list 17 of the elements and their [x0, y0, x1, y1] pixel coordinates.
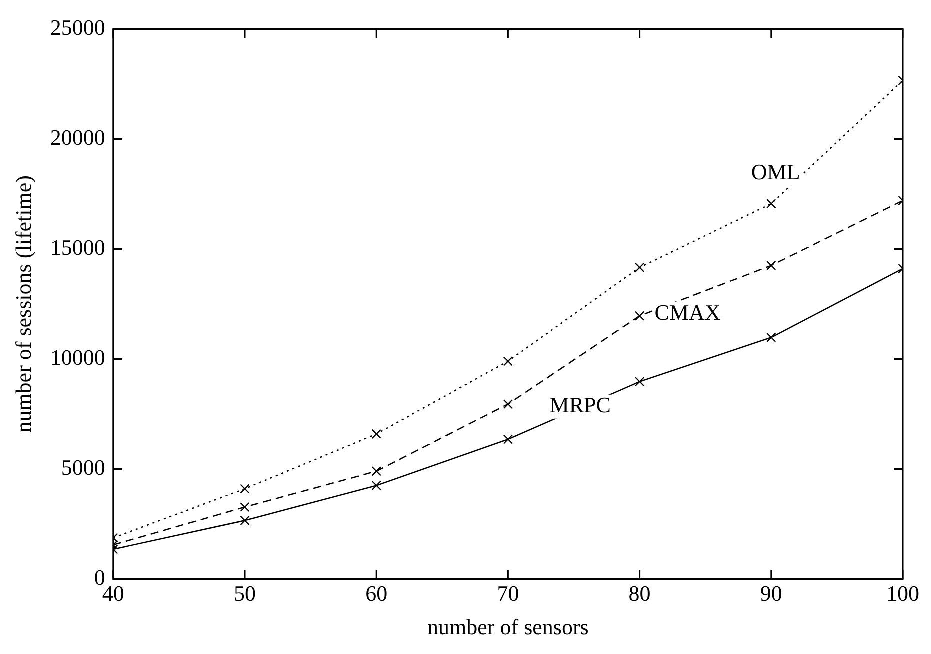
y-tick-label: 5000 — [61, 454, 106, 480]
y-tick-label: 10000 — [50, 344, 106, 370]
series-label: MRPC — [550, 392, 611, 418]
x-axis-title: number of sensors — [428, 614, 589, 640]
y-tick-label: 15000 — [50, 234, 106, 260]
y-tick-label: 0 — [94, 564, 106, 590]
y-axis-title: number of sessions (lifetime) — [10, 176, 36, 433]
x-tick-label: 70 — [497, 581, 520, 606]
x-tick-label: 80 — [628, 581, 651, 606]
y-tick-label: 25000 — [50, 14, 106, 40]
series-label: CMAX — [654, 300, 721, 325]
series-label: OML — [751, 160, 800, 185]
y-tick-label: 20000 — [50, 124, 106, 150]
x-tick-label: 100 — [886, 581, 920, 606]
x-tick-label: 90 — [760, 581, 782, 606]
x-tick-label: 50 — [234, 581, 256, 606]
x-tick-label: 60 — [366, 581, 388, 606]
